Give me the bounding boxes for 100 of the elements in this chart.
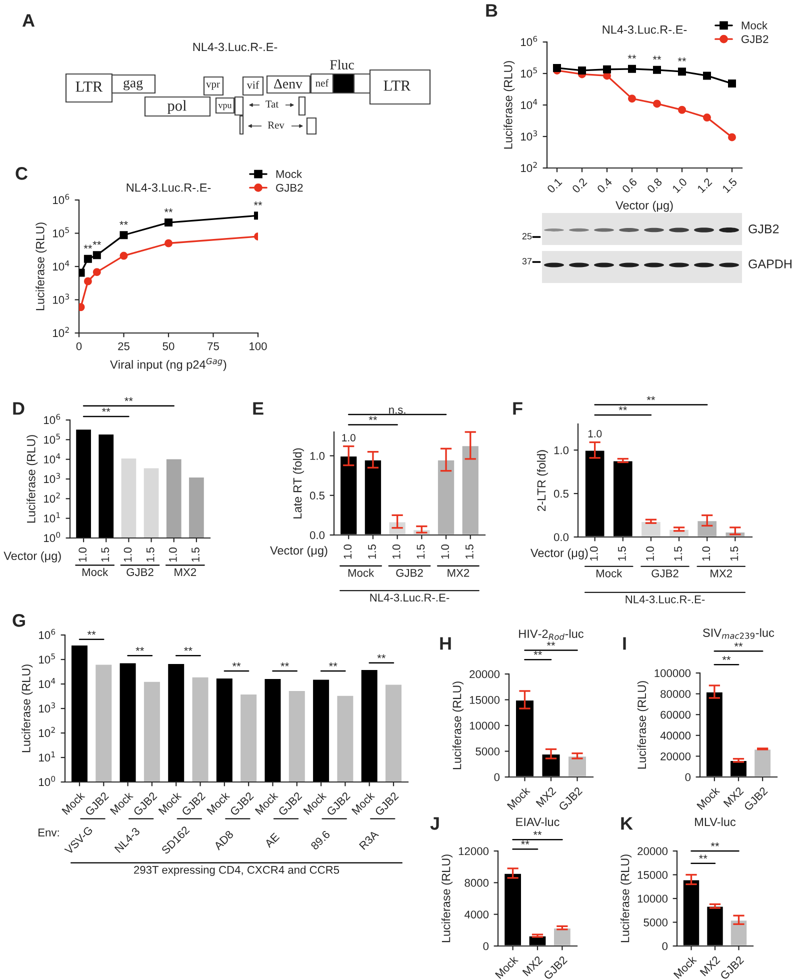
y-axis-title: Luciferase (RLU) bbox=[452, 682, 464, 770]
text: ** bbox=[368, 416, 378, 420]
y-axis-title: Luciferase (RLU) bbox=[26, 435, 38, 523]
y-axis-title: Luciferase (RLU) bbox=[36, 222, 47, 310]
bar bbox=[696, 520, 718, 537]
bar bbox=[503, 872, 522, 946]
y-tick-label: 10$^{5}$ bbox=[53, 227, 69, 238]
point bbox=[678, 106, 686, 114]
bar bbox=[514, 699, 535, 777]
x-tick-label: 1.0 bbox=[344, 544, 352, 559]
text: 25 bbox=[522, 233, 532, 240]
annotation: ** bbox=[280, 662, 289, 666]
text: ** bbox=[521, 840, 530, 844]
point bbox=[728, 133, 736, 142]
point bbox=[653, 66, 661, 74]
bar bbox=[753, 748, 772, 777]
y-tick-label: 12000 bbox=[458, 847, 489, 856]
text: G bbox=[12, 614, 25, 627]
y-tick-label: 80000 bbox=[660, 690, 691, 698]
point bbox=[603, 65, 611, 74]
y-tick-label: 1.0 bbox=[310, 452, 325, 460]
x-tick-label: 1.5 bbox=[466, 544, 474, 559]
y-tick-label: 0 bbox=[685, 773, 691, 782]
bar bbox=[540, 753, 562, 777]
point bbox=[703, 72, 711, 80]
text: J bbox=[430, 817, 439, 830]
y-tick-label: 15000 bbox=[638, 871, 668, 879]
text: AE bbox=[264, 832, 280, 848]
x-tick-label: 1.5 bbox=[192, 547, 200, 562]
text: ** bbox=[533, 831, 542, 835]
y-tick-label: 5000 bbox=[644, 918, 668, 926]
text: GJB2 bbox=[748, 224, 779, 234]
bar bbox=[460, 444, 480, 535]
annotation: ** bbox=[628, 54, 636, 59]
text: 293T expressing CD4, CXCR4 and CCR5 bbox=[134, 866, 340, 876]
y-tick-label: 10000 bbox=[638, 894, 668, 903]
y-tick-label: 20000 bbox=[660, 752, 691, 760]
y-tick-label: 10$^{4}$ bbox=[44, 453, 60, 464]
y-axis-title: Luciferase (RLU) bbox=[637, 681, 648, 769]
y-tick-label: 10$^{6}$ bbox=[44, 414, 60, 424]
x-tick-label: 0.1 bbox=[546, 178, 562, 194]
text: K bbox=[621, 817, 633, 830]
y-tick-label: 0.5 bbox=[554, 490, 569, 498]
y-tick-label: 60000 bbox=[660, 710, 691, 719]
text: A bbox=[22, 14, 35, 27]
y-tick-label: 0.0 bbox=[554, 533, 569, 542]
y-tick-label: 0 bbox=[494, 773, 500, 782]
text: GJB2 bbox=[652, 569, 678, 578]
point bbox=[628, 94, 636, 103]
text: Rev bbox=[268, 122, 284, 129]
annotation: ** bbox=[184, 647, 192, 651]
text: 89.6 bbox=[310, 830, 330, 850]
y-tick-label: 10$^{6}$ bbox=[521, 36, 538, 46]
x-tick-label: 100 bbox=[250, 342, 267, 350]
text: vif bbox=[246, 80, 260, 89]
y-tick-label: 10$^{2}$ bbox=[521, 162, 537, 172]
bar bbox=[706, 905, 724, 946]
annotation: ** bbox=[698, 854, 708, 859]
y-tick-label: 100000 bbox=[654, 669, 691, 678]
x-tick-label: 1.0 bbox=[124, 547, 132, 562]
y-tick-label: 4000 bbox=[464, 910, 489, 918]
text: Fluc bbox=[330, 60, 354, 70]
x-tick-label: 0.4 bbox=[596, 177, 613, 194]
annotation: ** bbox=[678, 57, 686, 62]
chart-title: MLV-luc bbox=[695, 817, 736, 826]
y-tick-label: 5000 bbox=[476, 748, 500, 756]
chart-title: HIV-2$_{Rod}$-luc bbox=[519, 629, 584, 640]
y-tick-label: 10$^{3}$ bbox=[521, 130, 537, 141]
y-tick-label: 0 bbox=[483, 942, 489, 950]
point bbox=[120, 252, 128, 260]
y-tick-label: 10$^{1}$ bbox=[44, 512, 60, 522]
legend-label: Mock bbox=[742, 21, 768, 30]
annotation: ** bbox=[254, 201, 262, 206]
x-tick-label: 1.5 bbox=[416, 544, 425, 559]
annotation: ** bbox=[164, 208, 173, 212]
annotation: ** bbox=[232, 662, 241, 666]
text: MX2 bbox=[448, 568, 470, 577]
text: H bbox=[440, 637, 451, 650]
point bbox=[628, 64, 636, 73]
annotation: ** bbox=[136, 647, 144, 651]
text: ** bbox=[534, 651, 542, 655]
y-axis-title: Luciferase (RLU) bbox=[504, 61, 515, 149]
text: 37 bbox=[522, 258, 532, 264]
text: pol bbox=[167, 100, 186, 114]
point bbox=[678, 68, 686, 76]
x-tick-label: 0.8 bbox=[646, 178, 662, 194]
x-tick-label: 1.5 bbox=[101, 547, 110, 562]
x-axis-title: Viral input (ng p24$^{Gag}$) bbox=[110, 358, 226, 372]
y-tick-label: 0 bbox=[662, 942, 668, 950]
y-tick-label: 15000 bbox=[470, 696, 500, 704]
bar bbox=[584, 449, 606, 537]
bar bbox=[682, 878, 700, 946]
point bbox=[164, 218, 172, 227]
legend-label: Mock bbox=[276, 170, 302, 178]
point bbox=[553, 64, 561, 72]
chart-title: NL4-3.Luc.R-.E- bbox=[126, 183, 211, 192]
y-tick-label: 10$^{2}$ bbox=[44, 492, 60, 503]
text: gag bbox=[124, 80, 143, 90]
annotation: ** bbox=[377, 654, 386, 658]
x-tick-label: 1.0 bbox=[702, 546, 710, 561]
